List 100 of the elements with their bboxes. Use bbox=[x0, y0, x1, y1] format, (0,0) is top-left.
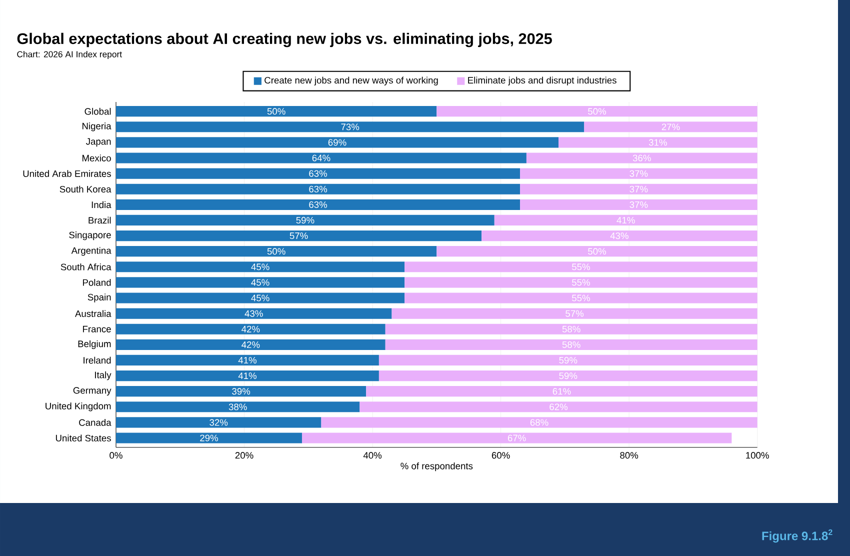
data-label: 59% bbox=[296, 216, 314, 224]
y-tick-label: Japan bbox=[86, 138, 111, 147]
y-tick-label: Ireland bbox=[84, 356, 111, 364]
y-tick-label: Spain bbox=[88, 294, 111, 302]
y-tick-label: United Kingdom bbox=[46, 402, 111, 412]
bar bbox=[116, 432, 302, 444]
data-label: 50% bbox=[588, 108, 606, 115]
y-tick-label: Italy bbox=[95, 371, 112, 380]
bar bbox=[116, 122, 584, 132]
bar bbox=[404, 292, 758, 304]
text: Chart: 2026 AI Index report bbox=[17, 50, 122, 60]
data-label: 55% bbox=[572, 294, 590, 302]
x-tick-label: 60% bbox=[492, 452, 510, 459]
data-label: 41% bbox=[616, 216, 635, 224]
y-tick-label: South Africa bbox=[60, 263, 112, 270]
y-tick-label: Mexico bbox=[82, 154, 111, 162]
bar bbox=[520, 184, 758, 194]
x-axis-title: % of respondents bbox=[400, 462, 473, 472]
bar bbox=[378, 370, 758, 382]
bar bbox=[116, 339, 386, 350]
bar bbox=[404, 262, 758, 272]
data-label: 73% bbox=[341, 124, 360, 130]
bar bbox=[526, 152, 758, 164]
data-label: 58% bbox=[562, 326, 580, 332]
bar bbox=[116, 106, 437, 117]
data-label: 41% bbox=[238, 356, 256, 364]
bar bbox=[360, 402, 758, 412]
bar bbox=[482, 230, 758, 242]
data-label: 57% bbox=[566, 310, 584, 317]
bar bbox=[392, 308, 758, 319]
y-tick-label: Global bbox=[84, 108, 111, 115]
data-label: 45% bbox=[251, 294, 270, 302]
bar bbox=[494, 214, 758, 226]
y-tick-label: South Korea bbox=[60, 186, 112, 193]
bar bbox=[404, 277, 758, 288]
data-label: 50% bbox=[267, 248, 286, 255]
data-label: 43% bbox=[610, 232, 628, 240]
data-label: 37% bbox=[630, 170, 648, 177]
y-tick-label: Australia bbox=[75, 310, 112, 317]
data-label: 59% bbox=[559, 372, 578, 380]
data-label: 67% bbox=[508, 434, 526, 442]
data-label: 37% bbox=[630, 201, 648, 208]
bar bbox=[116, 246, 437, 257]
y-tick-label: Germany bbox=[73, 387, 112, 396]
bar bbox=[520, 168, 758, 179]
data-label: 42% bbox=[242, 341, 260, 348]
x-tick-label: 20% bbox=[235, 452, 254, 459]
data-label: 43% bbox=[244, 310, 263, 317]
bar bbox=[116, 324, 386, 334]
y-tick-label: Singapore bbox=[69, 231, 111, 240]
y-tick-label: Brazil bbox=[88, 216, 111, 224]
x-tick-label: 0% bbox=[110, 452, 122, 459]
data-label: 59% bbox=[559, 356, 578, 364]
data-label: 29% bbox=[200, 434, 218, 442]
y-tick-label: United Arab Emirates bbox=[23, 170, 111, 177]
bar bbox=[584, 122, 758, 132]
bar bbox=[385, 339, 758, 350]
data-label: 57% bbox=[290, 232, 308, 240]
y-tick-label: Argentina bbox=[71, 246, 112, 256]
data-label: 37% bbox=[630, 186, 648, 192]
bar bbox=[116, 402, 360, 412]
data-label: 50% bbox=[588, 248, 606, 255]
data-label: 63% bbox=[309, 186, 328, 192]
bar bbox=[302, 432, 732, 444]
y-tick-label: Belgium bbox=[78, 340, 111, 350]
data-label: 50% bbox=[267, 108, 286, 115]
caption: Figure 9.1.8$^{2}$ bbox=[762, 529, 832, 543]
legend-label: Create new jobs and new ways of working bbox=[264, 76, 438, 86]
data-label: 41% bbox=[238, 372, 256, 380]
y-tick-label: France bbox=[83, 326, 111, 332]
bar bbox=[116, 168, 520, 179]
bar bbox=[116, 292, 405, 304]
bar bbox=[385, 324, 758, 334]
bar bbox=[436, 106, 758, 117]
bar bbox=[116, 184, 520, 194]
bar bbox=[116, 417, 322, 428]
y-tick-label: Nigeria bbox=[82, 122, 112, 132]
x-tick-label: 100% bbox=[746, 452, 769, 459]
bar bbox=[116, 386, 366, 397]
bar bbox=[116, 152, 526, 164]
bar bbox=[520, 199, 758, 210]
x-tick-label: 40% bbox=[363, 452, 382, 459]
data-label: 39% bbox=[232, 388, 250, 395]
y-tick-label: Canada bbox=[79, 419, 112, 426]
data-label: 64% bbox=[312, 154, 330, 162]
bar bbox=[378, 354, 758, 366]
y-tick-label: Poland bbox=[83, 279, 111, 286]
data-label: 32% bbox=[210, 419, 228, 426]
legend-label: Eliminate jobs and disrupt industries bbox=[468, 76, 616, 86]
bar bbox=[558, 137, 758, 148]
bar bbox=[116, 370, 379, 382]
data-label: 45% bbox=[251, 279, 270, 286]
data-label: 62% bbox=[550, 404, 568, 410]
x-tick-label: 80% bbox=[620, 452, 638, 459]
bar bbox=[116, 214, 494, 226]
bar bbox=[116, 277, 405, 288]
bar bbox=[436, 246, 758, 257]
bar bbox=[116, 308, 392, 319]
data-label: 55% bbox=[572, 279, 590, 286]
bar bbox=[116, 230, 482, 242]
